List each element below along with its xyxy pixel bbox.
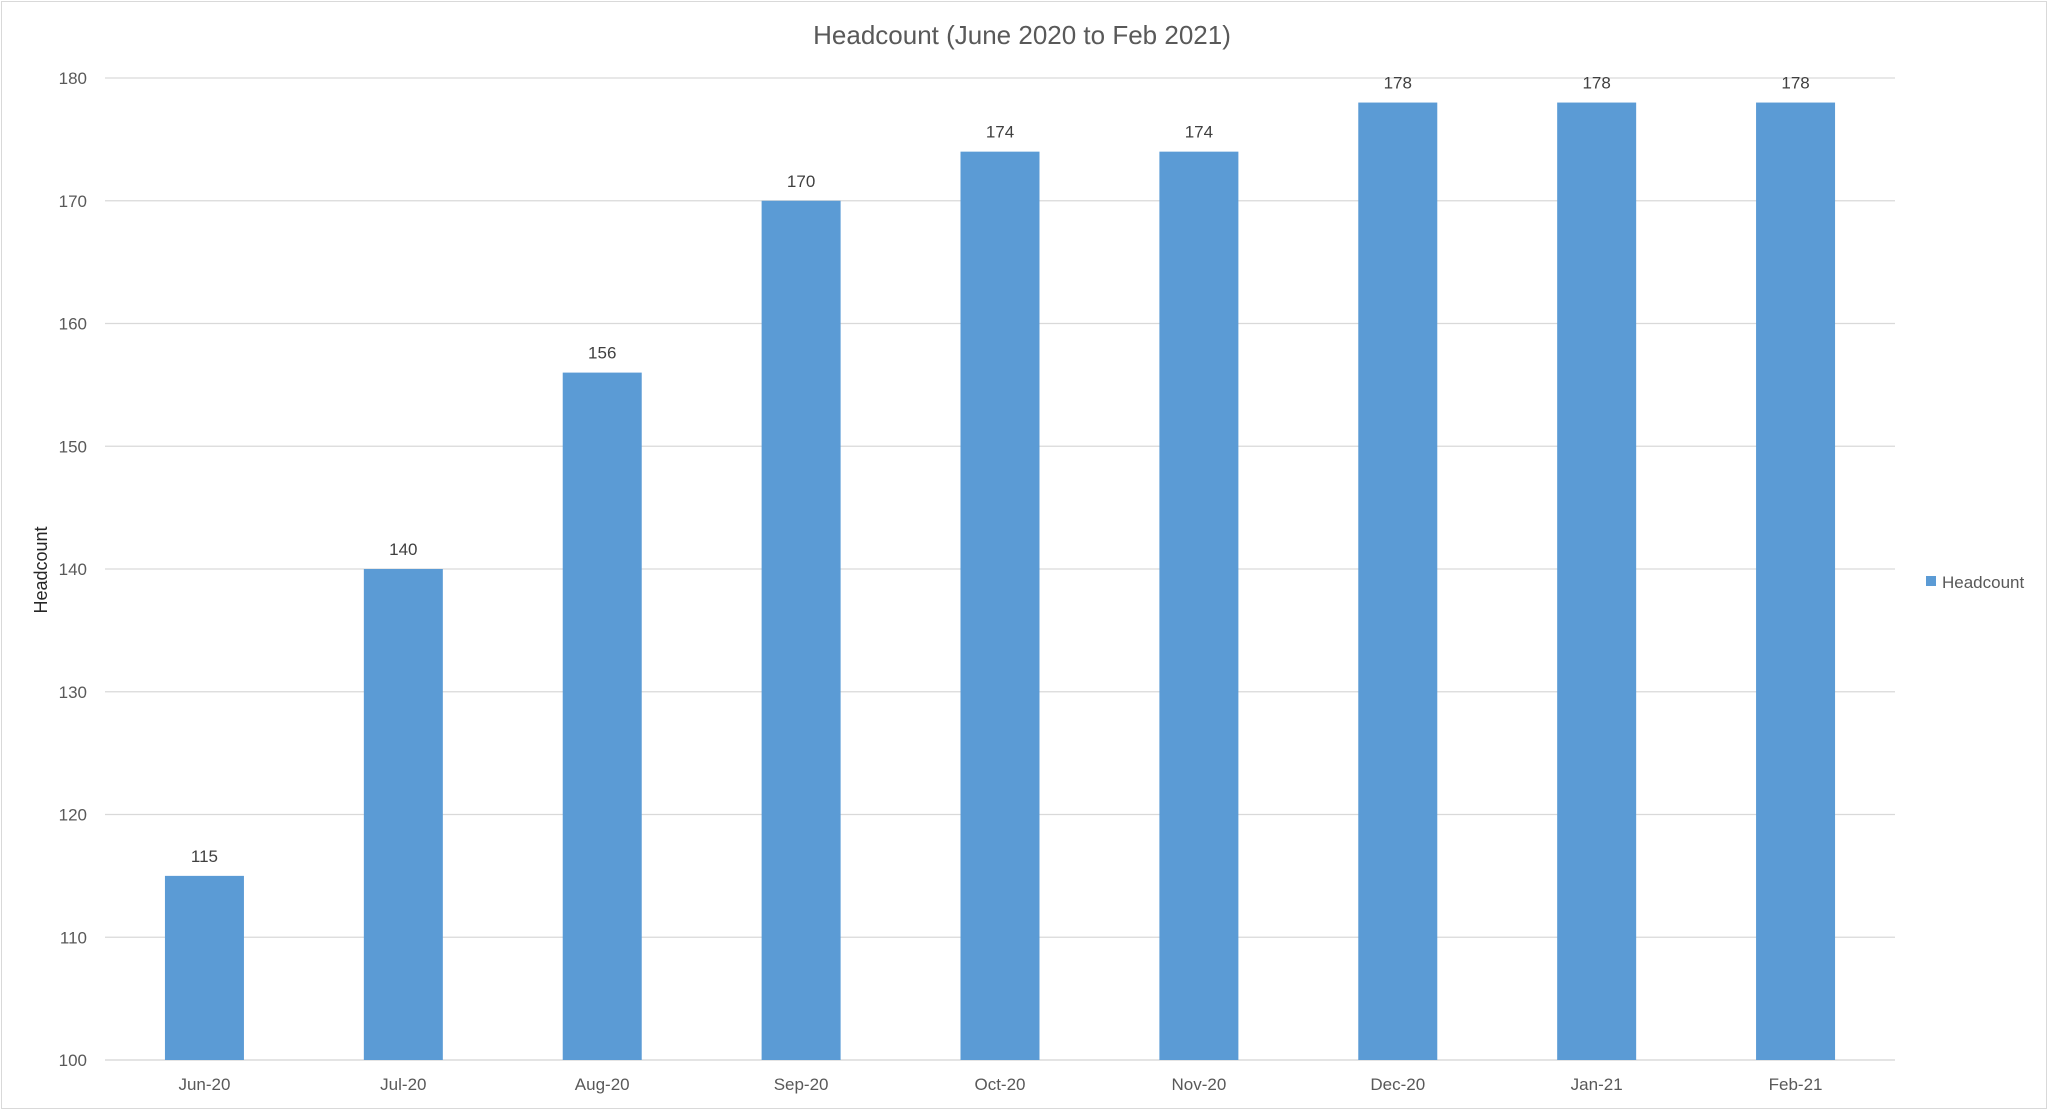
x-tick-label: Sep-20 bbox=[774, 1075, 829, 1094]
bars bbox=[164, 102, 1836, 1061]
x-tick-label: Aug-20 bbox=[575, 1075, 630, 1094]
y-axis-title: Headcount bbox=[31, 526, 51, 613]
bar bbox=[1159, 151, 1239, 1060]
x-tick-label: Jun-20 bbox=[178, 1075, 230, 1094]
bar bbox=[363, 569, 443, 1060]
data-label: 170 bbox=[787, 172, 815, 191]
chart-title: Headcount (June 2020 to Feb 2021) bbox=[813, 20, 1231, 50]
y-tick-label: 180 bbox=[59, 69, 87, 88]
legend-label: Headcount bbox=[1942, 573, 2025, 592]
bar bbox=[562, 372, 642, 1061]
bar bbox=[1557, 102, 1637, 1061]
bar bbox=[960, 151, 1040, 1060]
data-label: 174 bbox=[986, 123, 1014, 142]
data-label: 178 bbox=[1582, 74, 1610, 93]
legend: Headcount bbox=[1926, 573, 2025, 592]
x-tick-label: Oct-20 bbox=[974, 1075, 1025, 1094]
x-tick-label: Dec-20 bbox=[1370, 1075, 1425, 1094]
y-tick-label: 140 bbox=[59, 560, 87, 579]
legend-swatch bbox=[1926, 576, 1936, 586]
y-tick-label: 100 bbox=[59, 1051, 87, 1070]
bar bbox=[761, 200, 841, 1060]
y-tick-label: 110 bbox=[60, 928, 87, 947]
y-tick-label: 160 bbox=[59, 315, 87, 334]
bar bbox=[164, 875, 244, 1060]
y-tick-label: 150 bbox=[59, 437, 87, 456]
data-label: 178 bbox=[1781, 74, 1809, 93]
x-axis-ticks: Jun-20 Jul-20 Aug-20 Sep-20 Oct-20 Nov-20 Dec-… bbox=[178, 1075, 1822, 1094]
x-tick-label: Feb-21 bbox=[1769, 1075, 1823, 1094]
y-tick-label: 130 bbox=[59, 683, 87, 702]
y-axis-ticks: 100 110 120 130 140 150 160 170 180 bbox=[59, 69, 87, 1070]
x-tick-label: Jan-21 bbox=[1571, 1075, 1623, 1094]
y-tick-label: 120 bbox=[59, 806, 87, 825]
x-tick-label: Jul-20 bbox=[380, 1075, 426, 1094]
data-label: 115 bbox=[191, 847, 218, 866]
data-label: 156 bbox=[588, 344, 616, 363]
data-label: 140 bbox=[389, 540, 417, 559]
bar bbox=[1358, 102, 1438, 1061]
data-labels: 115 140 156 170 174 174 178 178 178 bbox=[191, 74, 1810, 866]
bar bbox=[1756, 102, 1836, 1061]
data-label: 178 bbox=[1384, 74, 1412, 93]
x-tick-label: Nov-20 bbox=[1171, 1075, 1226, 1094]
data-label: 174 bbox=[1185, 123, 1213, 142]
y-tick-label: 170 bbox=[59, 192, 87, 211]
